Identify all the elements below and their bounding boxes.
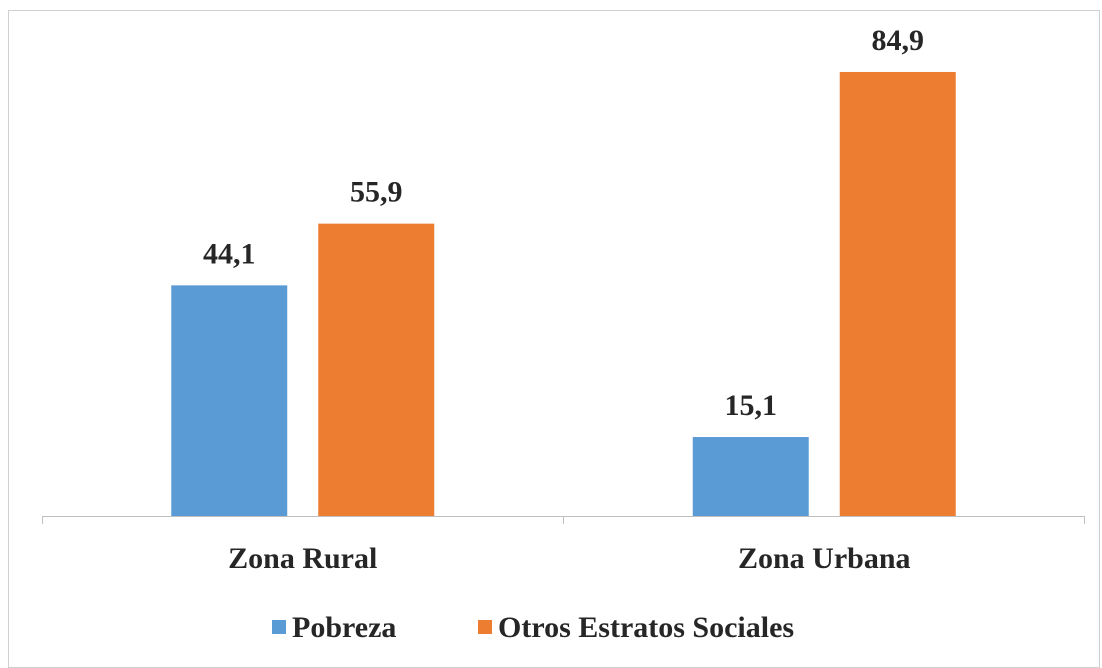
legend-label: Pobreza xyxy=(292,611,396,644)
data-label: 15,1 xyxy=(725,389,778,422)
data-label: 84,9 xyxy=(872,24,925,57)
legend-swatch xyxy=(478,620,492,634)
bar xyxy=(692,437,809,516)
bar xyxy=(318,223,435,516)
bar xyxy=(171,285,288,516)
x-tick-label: Zona Rural xyxy=(228,542,377,575)
legend-swatch xyxy=(272,620,286,634)
bar xyxy=(839,71,956,517)
legend-label: Otros Estratos Sociales xyxy=(498,611,794,644)
data-label: 55,9 xyxy=(350,176,403,209)
data-label: 44,1 xyxy=(203,237,256,270)
x-tick-label: Zona Urbana xyxy=(738,542,911,575)
